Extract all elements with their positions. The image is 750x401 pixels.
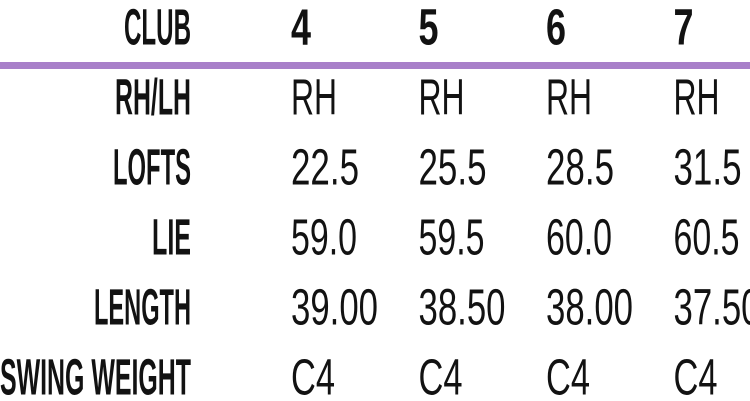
svg-text:25.5: 25.5 [419,139,487,196]
svg-text:RH: RH [546,69,592,126]
svg-text:4: 4 [291,0,311,56]
svg-text:39.00: 39.00 [291,279,378,336]
svg-text:LOFTS: LOFTS [113,139,191,196]
svg-text:59.0: 59.0 [291,209,357,266]
svg-text:60.0: 60.0 [546,209,612,266]
svg-text:RH: RH [291,69,337,126]
svg-text:RH/LH: RH/LH [115,69,191,126]
svg-text:SWING WEIGHT: SWING WEIGHT [0,349,191,401]
svg-text:6: 6 [546,0,566,56]
svg-text:C4: C4 [674,349,718,401]
svg-text:C4: C4 [546,349,590,401]
svg-text:37.50: 37.50 [674,279,750,336]
svg-text:60.5: 60.5 [674,209,740,266]
svg-text:5: 5 [419,0,439,56]
svg-text:38.00: 38.00 [546,279,633,336]
svg-text:7: 7 [674,0,694,56]
svg-text:38.50: 38.50 [419,279,506,336]
svg-text:LENGTH: LENGTH [94,279,191,336]
svg-text:31.5: 31.5 [674,139,742,196]
svg-text:LIE: LIE [152,209,191,266]
svg-text:RH: RH [419,69,465,126]
svg-text:C4: C4 [291,349,335,401]
svg-text:28.5: 28.5 [546,139,614,196]
svg-text:22.5: 22.5 [291,139,359,196]
svg-text:59.5: 59.5 [419,209,485,266]
svg-text:C4: C4 [419,349,463,401]
svg-text:RH: RH [674,69,720,126]
svg-text:CLUB: CLUB [124,0,191,56]
